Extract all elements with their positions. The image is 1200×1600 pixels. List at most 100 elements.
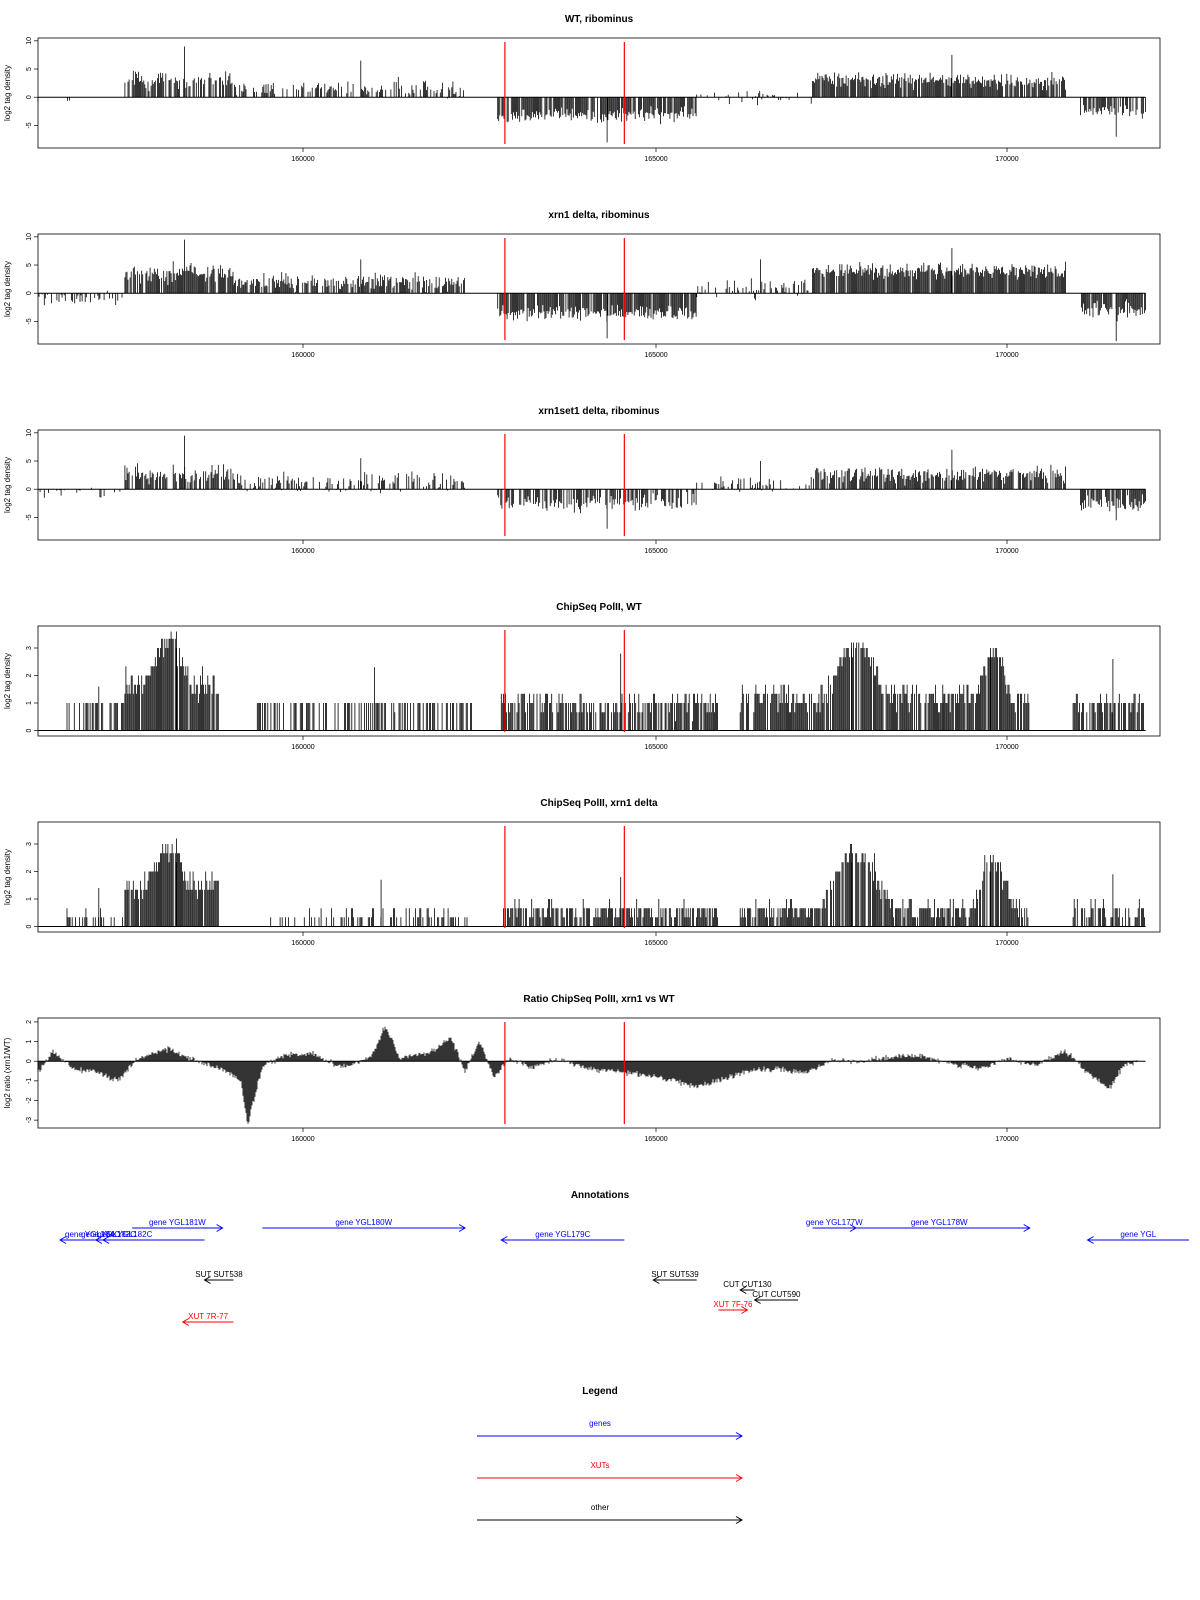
y-tick-label: 2 — [26, 869, 33, 873]
annotation-label: CUT CUT590 — [752, 1290, 801, 1299]
legend-label: genes — [589, 1419, 611, 1428]
y-tick-label: 10 — [26, 37, 33, 45]
plot-frame — [37, 429, 1161, 541]
annotation-gene: gene YGL — [1086, 1230, 1189, 1244]
y-axis-label: log2 tag density — [3, 653, 12, 709]
panel-3: xrn1set1 delta, ribominus -5 0 5 10 log2 tag … — [3, 406, 1161, 555]
y-tick-label: -5 — [26, 318, 33, 324]
y-tick-label: 3 — [26, 646, 33, 650]
annotation-label: gene YGL178W — [911, 1218, 968, 1227]
y-tick-label: 5 — [26, 67, 33, 71]
x-tick-label: 165000 — [644, 940, 667, 947]
y-tick-label: 0 — [26, 95, 33, 99]
data-marks — [66, 631, 1144, 731]
panel-1: WT, ribominus -5 0 5 10 log2 tag density 16000… — [3, 14, 1161, 163]
x-tick-label: 165000 — [644, 744, 667, 751]
annotation-gene: gene YGL181W — [132, 1218, 224, 1232]
panel-4: ChipSeq PolII, WT 0 1 2 3 log2 tag density 160… — [3, 602, 1161, 751]
panel-2: xrn1 delta, ribominus -5 0 5 10 log2 tag dens… — [3, 210, 1161, 359]
y-tick-label: 0 — [26, 728, 33, 732]
x-tick-label: 165000 — [644, 352, 667, 359]
annotations-title: Annotations — [571, 1190, 630, 1201]
x-tick-label: 160000 — [291, 940, 314, 947]
annotation-label: gene YGL181W — [149, 1218, 206, 1227]
annotation-label: gene YGL182C — [97, 1230, 152, 1239]
y-tick-label: -5 — [26, 122, 33, 128]
plot-frame — [37, 821, 1161, 933]
annotation-label: CUT CUT130 — [723, 1280, 772, 1289]
x-tick-label: 160000 — [291, 744, 314, 751]
y-tick-label: -1 — [26, 1078, 33, 1084]
annotation-xut: XUT 7F-76 — [713, 1300, 753, 1314]
x-tick-label: 170000 — [995, 548, 1018, 555]
y-tick-label: 1 — [26, 897, 33, 901]
y-tick-label: 1 — [26, 701, 33, 705]
arrowhead — [652, 1276, 660, 1284]
y-tick-label: 5 — [26, 459, 33, 463]
y-tick-label: -2 — [26, 1097, 33, 1103]
plot-frame — [37, 233, 1161, 345]
annotation-gene: gene YGL177W — [806, 1218, 863, 1232]
annotation-gene: gene YGL180W — [262, 1218, 467, 1232]
y-tick-label: 10 — [26, 233, 33, 241]
panel-title: Ratio ChipSeq PolII, xrn1 vs WT — [523, 994, 674, 1005]
arrowhead — [1023, 1224, 1031, 1232]
annotation-label: SUT SUT538 — [195, 1270, 243, 1279]
panel-5: ChipSeq PolII, xrn1 delta 0 1 2 3 log2 tag de… — [3, 798, 1161, 947]
annotation-label: gene YGL180W — [335, 1218, 392, 1227]
annotation-other: CUT CUT130 — [723, 1280, 772, 1294]
panel-title: ChipSeq PolII, WT — [556, 602, 642, 613]
legend-label: other — [591, 1503, 610, 1512]
y-tick-label: 0 — [26, 487, 33, 491]
y-tick-label: -3 — [26, 1117, 33, 1123]
panel-title: xrn1 delta, ribominus — [548, 210, 650, 221]
y-axis-label: log2 tag density — [3, 261, 12, 317]
x-tick-label: 160000 — [291, 156, 314, 163]
arrowhead — [94, 1236, 103, 1244]
arrowhead — [753, 1296, 761, 1304]
arrowhead — [458, 1224, 467, 1232]
y-tick-label: 0 — [26, 291, 33, 295]
x-tick-label: 170000 — [995, 744, 1018, 751]
arrowhead — [739, 1286, 747, 1294]
annotation-label: gene YGL177W — [806, 1218, 863, 1227]
y-tick-label: 1 — [26, 1040, 33, 1044]
y-axis-label: log2 ratio (xrn1/WT) — [3, 1037, 12, 1108]
x-tick-label: 170000 — [995, 940, 1018, 947]
data-marks — [37, 46, 1146, 143]
legend-arrowhead — [735, 1516, 743, 1524]
panel-title: xrn1set1 delta, ribominus — [538, 406, 660, 417]
legend-entry-genes: genes — [477, 1419, 743, 1440]
y-tick-label: 5 — [26, 263, 33, 267]
y-tick-label: 2 — [26, 673, 33, 677]
arrowhead — [1086, 1236, 1094, 1244]
x-tick-label: 165000 — [644, 548, 667, 555]
annotation-other: CUT CUT590 — [752, 1290, 801, 1304]
data-marks — [37, 1026, 1139, 1124]
x-tick-label: 170000 — [995, 352, 1018, 359]
plot-frame — [37, 1017, 1161, 1129]
y-axis-label: log2 tag density — [3, 65, 12, 121]
y-tick-label: 0 — [26, 924, 33, 928]
x-tick-label: 160000 — [291, 1136, 314, 1143]
legend-entry-XUTs: XUTs — [477, 1461, 743, 1482]
annotation-label: gene YGL184C — [65, 1230, 120, 1239]
annotation-label: gene YGL183C — [81, 1230, 136, 1239]
y-tick-label: 0 — [26, 1059, 33, 1063]
y-tick-label: -5 — [26, 514, 33, 520]
panel-6: Ratio ChipSeq PolII, xrn1 vs WT -3 -2 -1 0 1 2… — [3, 994, 1161, 1143]
annotation-label: XUT 7F-76 — [713, 1300, 753, 1309]
x-tick-label: 165000 — [644, 1136, 667, 1143]
x-tick-label: 160000 — [291, 548, 314, 555]
legend-label: XUTs — [590, 1461, 609, 1470]
data-marks — [66, 838, 1145, 927]
annotation-label: gene YGL179C — [535, 1230, 590, 1239]
panel-title: ChipSeq PolII, xrn1 delta — [540, 798, 658, 809]
annotation-gene: gene YGL179C — [500, 1230, 625, 1244]
y-tick-label: 2 — [26, 1020, 33, 1024]
data-marks — [39, 435, 1146, 529]
legend-arrowhead — [735, 1432, 743, 1440]
legend: Legend genes XUTs other — [477, 1386, 743, 1524]
y-axis-label: log2 tag density — [3, 849, 12, 905]
